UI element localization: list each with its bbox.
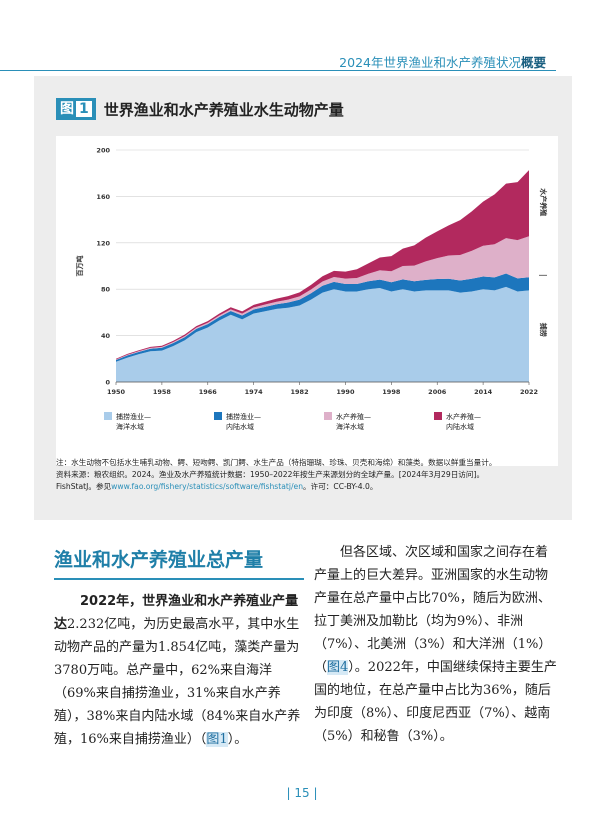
right-body-2: ）。2022年，中国继续保持主要生产国的地位，在总产量中占比为36%，随后为印度… (314, 660, 557, 744)
y-tick-label-40: 40 (101, 332, 111, 340)
figure-note-line2: 资料来源：粮农组织。2024。渔业及水产养殖统计数据：1950–2022年按生产… (56, 470, 485, 479)
figure-note-line1: 注：水生动物不包括水生哺乳动物、鳄、短吻鳄、凯门鳄、水生产品（特指珊瑚、珍珠、贝… (56, 458, 497, 467)
right-label-aquaculture: 水产养殖 (539, 188, 548, 216)
x-tick-label-1950: 1950 (107, 388, 126, 396)
figure-note-line3: FishStatJ。参见www.fao.org/fishery/statisti… (56, 481, 566, 493)
series-area-2 (116, 236, 529, 360)
figure-badge-prefix: 图 (60, 101, 74, 117)
legend-label-line1-1: 捕捞渔业— (226, 412, 261, 421)
legend-swatch-2 (324, 412, 332, 420)
x-tick-label-2022: 2022 (520, 388, 538, 396)
legend-swatch-1 (214, 412, 222, 420)
y-tick-label-0: 0 (105, 379, 110, 387)
y-axis-label: 百万吨 (75, 256, 84, 277)
y-tick-label-160: 160 (96, 193, 110, 201)
figure1-xref-link[interactable]: 图1 (206, 732, 228, 747)
legend-swatch-0 (104, 412, 112, 420)
left-body-2: ）。 (227, 732, 248, 747)
chart-container: 0 40 80 120 160 200 1950 1958 1966 1974 1982 1990 19… (56, 136, 558, 466)
left-paragraph: 2022年，世界渔业和水产养殖业产量达2.232亿吨，为历史最高水平，其中水生动… (54, 590, 304, 751)
legend-label-line2-3: 内陆水域 (446, 422, 474, 431)
y-tick-label-120: 120 (96, 239, 110, 247)
series-area-1 (116, 273, 529, 362)
left-body-1: 2.232亿吨，为历史最高水平，其中水生动物产品的产量为1.854亿吨，藻类产量… (54, 617, 301, 747)
right-column: 但各区域、次区域和国家之间存在着产量上的巨大差异。亚洲国家的水生动物产量在总产量… (314, 541, 558, 748)
left-lead: 2022年，世界渔业和水产养殖业产量达 (54, 594, 299, 632)
x-tick-label-1998: 1998 (382, 388, 401, 396)
figure-note-line3-b: 。许可：CC-BY-4.0。 (303, 482, 378, 491)
legend-swatch-3 (434, 412, 442, 420)
production-area-chart: 0 40 80 120 160 200 1950 1958 1966 1974 1982 1990 19… (75, 147, 548, 432)
figure-title-text: 世界渔业和水产养殖业水生动物产量 (103, 100, 344, 119)
x-tick-label-1990: 1990 (336, 388, 355, 396)
running-head: 2024年世界渔业和水产养殖状况概要 (339, 52, 546, 71)
right-body-1: 但各区域、次区域和国家之间存在着产量上的巨大差异。亚洲国家的水生动物产量在总产量… (314, 545, 552, 675)
header-rule (0, 70, 556, 71)
figure4-xref-link[interactable]: 图4 (327, 660, 349, 675)
x-tick-label-1982: 1982 (291, 388, 309, 396)
running-title: 2024年世界渔业和水产养殖状况 (339, 55, 521, 70)
running-title-bold: 概要 (520, 55, 546, 70)
section-title: 渔业和水产养殖业总产量 (54, 545, 304, 580)
series-area-0 (116, 286, 529, 382)
y-tick-label-80: 80 (101, 286, 111, 294)
legend-label-line1-0: 捕捞渔业— (116, 412, 151, 421)
figure-note-line3-a: FishStatJ。参见 (56, 482, 112, 491)
figure-note: 注：水生动物不包括水生哺乳动物、鳄、短吻鳄、凯门鳄、水生产品（特指珊瑚、珍珠、贝… (56, 457, 566, 493)
figure-badge-number: 1 (76, 101, 92, 117)
right-paragraph: 但各区域、次区域和国家之间存在着产量上的巨大差异。亚洲国家的水生动物产量在总产量… (314, 541, 558, 748)
right-label-capture: 捕捞 (539, 323, 548, 337)
legend-label-line2-1: 内陆水域 (226, 422, 254, 431)
left-column: 2022年，世界渔业和水产养殖业产量达2.232亿吨，为历史最高水平，其中水生动… (54, 590, 304, 751)
legend-label-line1-3: 水产养殖— (446, 412, 481, 421)
legend-label-line2-0: 海洋水域 (116, 422, 144, 431)
x-tick-label-2014: 2014 (474, 388, 493, 396)
legend-label-line2-2: 海洋水域 (336, 422, 364, 431)
fishstatj-link[interactable]: www.fao.org/fishery/statistics/software/… (111, 482, 304, 491)
x-tick-label-1974: 1974 (245, 388, 264, 396)
x-tick-label-2006: 2006 (428, 388, 447, 396)
y-tick-label-200: 200 (96, 147, 110, 155)
x-tick-label-1958: 1958 (153, 388, 172, 396)
page-number: | 15 | (286, 786, 318, 800)
x-tick-label-1966: 1966 (199, 388, 218, 396)
legend-label-line1-2: 水产养殖— (336, 412, 371, 421)
